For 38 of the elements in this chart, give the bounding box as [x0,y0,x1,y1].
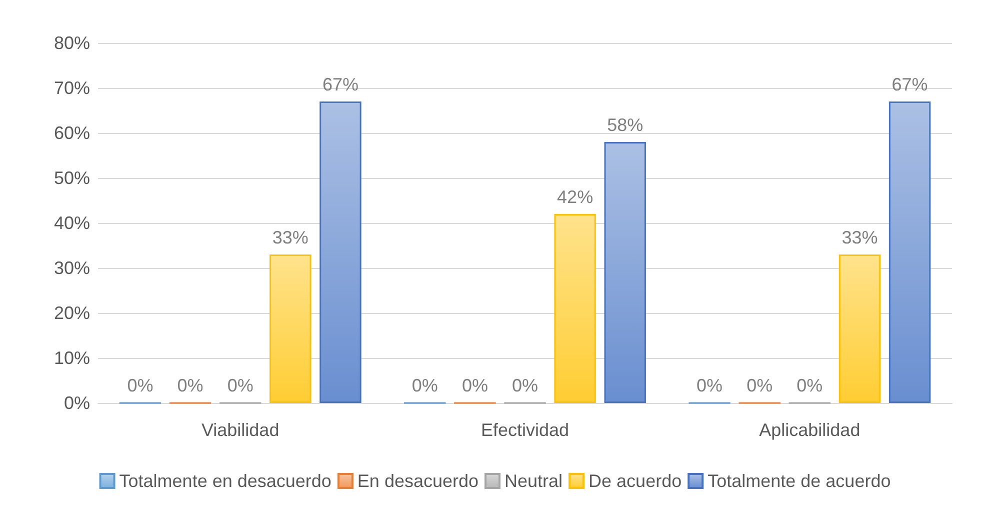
x-tick-label: Viabilidad [201,420,280,440]
data-label: 42% [557,187,594,207]
data-label: 0% [696,375,723,396]
y-tick-label: 40% [54,213,90,233]
y-tick-label: 10% [54,348,90,368]
y-tick-label: 50% [54,168,90,188]
legend-label: Totalmente de acuerdo [708,471,891,491]
x-tick-label: Efectividad [480,420,570,440]
bar [270,254,312,403]
bar [888,102,931,403]
legend-label: De acuerdo [588,471,682,491]
data-label: 67% [322,74,358,94]
y-tick-label: 30% [54,258,90,278]
data-label: 33% [842,228,878,248]
legend-label: Neutral [504,471,563,491]
y-tick-label: 70% [54,78,90,98]
data-label: 0% [127,375,154,396]
data-label: 0% [746,375,773,396]
data-label: 58% [607,115,644,135]
bar [320,102,362,403]
legend-label: En desacuerdo [357,471,479,491]
data-label: 67% [892,74,928,94]
data-label: 0% [412,375,438,396]
bar [554,214,596,403]
y-tick-label: 60% [54,123,90,143]
y-tick-label: 20% [54,303,90,323]
data-label: 0% [227,375,254,396]
y-tick-label: 80% [54,33,90,53]
y-tick-label: 0% [64,393,90,413]
data-label: 33% [272,228,308,248]
data-label: 0% [512,375,538,396]
bar [604,142,646,403]
data-label: 0% [177,375,204,396]
data-label: 0% [796,375,823,396]
data-label: 0% [462,375,488,396]
x-tick-label: Aplicabilidad [759,420,860,440]
bar [838,254,881,403]
legend-label: Totalmente en desacuerdo [119,471,332,491]
